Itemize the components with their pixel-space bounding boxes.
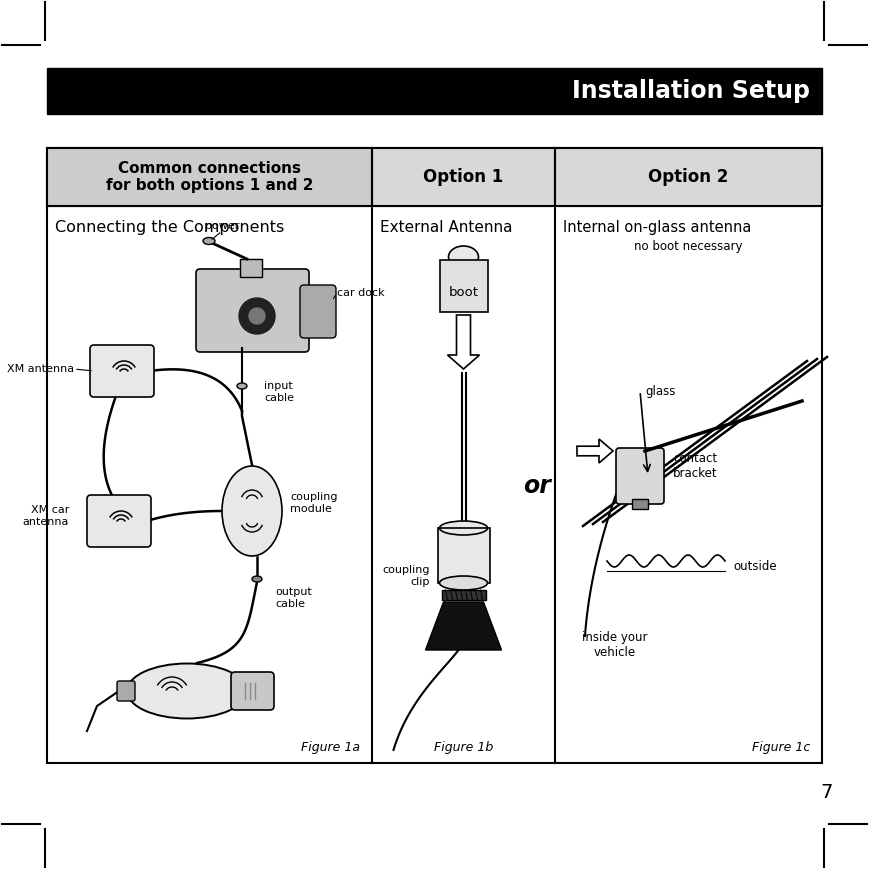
Text: 7: 7 (821, 784, 833, 802)
Text: Figure 1a: Figure 1a (301, 740, 360, 753)
Ellipse shape (222, 466, 282, 556)
Bar (240, 259, 262, 277)
FancyBboxPatch shape (231, 672, 274, 710)
Ellipse shape (237, 383, 247, 389)
Text: input
cable: input cable (264, 381, 294, 402)
Text: no boot necessary: no boot necessary (634, 240, 743, 253)
Bar (47, 148, 822, 763)
Ellipse shape (203, 237, 215, 244)
Ellipse shape (440, 576, 488, 590)
Bar (632, 499, 648, 509)
FancyBboxPatch shape (196, 269, 309, 352)
Text: power: power (205, 221, 239, 231)
Text: Option 2: Option 2 (648, 168, 729, 186)
Text: outside: outside (733, 560, 777, 573)
FancyBboxPatch shape (300, 285, 336, 338)
Ellipse shape (440, 521, 488, 535)
Ellipse shape (448, 246, 479, 268)
Text: glass: glass (645, 384, 675, 397)
Text: inside your
vehicle: inside your vehicle (582, 631, 647, 659)
Ellipse shape (127, 664, 247, 719)
Bar (240, 259, 262, 277)
Text: Common connections
for both options 1 and 2: Common connections for both options 1 an… (106, 161, 313, 193)
FancyBboxPatch shape (440, 260, 488, 312)
Circle shape (239, 298, 275, 334)
Text: or: or (523, 474, 551, 498)
Bar (372, 148, 555, 206)
FancyBboxPatch shape (117, 681, 135, 701)
Text: car dock: car dock (337, 288, 385, 298)
Ellipse shape (252, 576, 262, 582)
Bar (372, 148, 555, 206)
Text: coupling
module: coupling module (290, 492, 337, 514)
Text: External Antenna: External Antenna (380, 220, 513, 235)
Text: coupling
clip: coupling clip (382, 565, 429, 587)
Bar (437, 528, 489, 583)
Text: Option 1: Option 1 (423, 168, 504, 186)
Bar (47, 68, 822, 114)
Polygon shape (426, 602, 501, 650)
Bar (441, 590, 486, 600)
FancyBboxPatch shape (90, 345, 154, 397)
Text: Installation Setup: Installation Setup (572, 79, 810, 103)
Bar (47, 148, 372, 206)
Text: Connecting the Components: Connecting the Components (55, 220, 284, 235)
Bar (47, 148, 372, 206)
FancyBboxPatch shape (87, 495, 151, 547)
Bar (555, 148, 822, 206)
FancyBboxPatch shape (616, 448, 664, 504)
Text: Internal on-glass antenna: Internal on-glass antenna (563, 220, 752, 235)
Circle shape (249, 308, 265, 324)
Polygon shape (577, 439, 613, 463)
Text: XM car
antenna: XM car antenna (23, 505, 69, 527)
Text: Figure 1c: Figure 1c (752, 740, 810, 753)
Text: XM antenna: XM antenna (7, 364, 74, 374)
Text: boot: boot (448, 287, 479, 300)
Bar (555, 148, 822, 206)
Text: contact
bracket: contact bracket (673, 452, 718, 480)
Text: Figure 1b: Figure 1b (434, 740, 493, 753)
Text: output
cable: output cable (275, 587, 312, 608)
Bar (437, 528, 489, 583)
Polygon shape (448, 315, 480, 369)
